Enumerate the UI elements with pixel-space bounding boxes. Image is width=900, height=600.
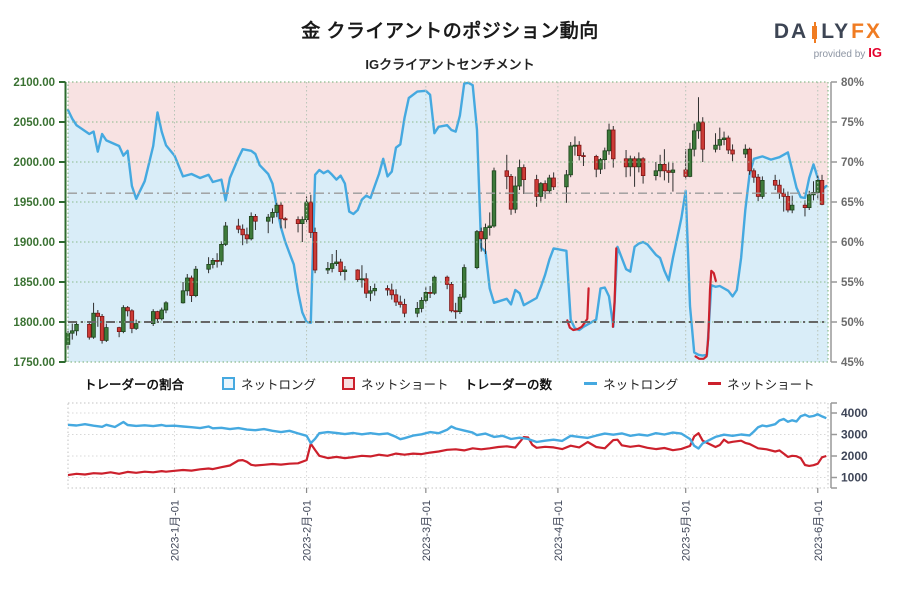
logo-candlestick-icon xyxy=(812,21,818,43)
legend-count-long-label: ネットロング xyxy=(603,378,679,392)
svg-text:50%: 50% xyxy=(841,317,864,329)
svg-text:60%: 60% xyxy=(841,237,864,249)
legend-item-pct-net-short: ネットショート xyxy=(342,374,449,393)
net-short-pct-line xyxy=(566,247,718,360)
page-title: 金 クライアントのポジション動向 xyxy=(301,21,599,42)
logo-text-da: DA xyxy=(773,20,809,43)
legend-item-count-net-long: ネットロング xyxy=(584,374,678,393)
svg-text:75%: 75% xyxy=(841,117,864,129)
chart-subtitle: IGクライアントセンチメント xyxy=(365,57,535,72)
svg-text:2023-5月-01: 2023-5月-01 xyxy=(681,500,693,561)
net-long-pct-swatch xyxy=(222,377,236,390)
svg-text:1950.00: 1950.00 xyxy=(13,197,55,209)
logo-ig-brand: IG xyxy=(868,45,882,60)
net-short-count-swatch xyxy=(708,382,722,385)
svg-text:2000: 2000 xyxy=(841,449,868,463)
logo-text-ly: LY xyxy=(821,20,851,43)
legend-item-pct-net-long: ネットロング xyxy=(222,374,316,393)
svg-text:65%: 65% xyxy=(841,197,864,209)
svg-text:1000: 1000 xyxy=(841,471,868,485)
svg-text:1800.00: 1800.00 xyxy=(13,317,55,329)
main-axes: 2100.00 2050.00 2000.00 1950.00 1900.00 1850.… xyxy=(13,77,864,369)
date-axis-labels: 2023-1月-01 2023-2月-01 2023-3月-01 2023-4月-01… xyxy=(170,500,825,561)
svg-text:2000.00: 2000.00 xyxy=(13,157,55,169)
net-short-pct-swatch xyxy=(342,377,356,390)
svg-text:1900.00: 1900.00 xyxy=(13,237,55,249)
dailyfx-logo: DA LY FX provided by IG xyxy=(750,20,882,60)
svg-text:3000: 3000 xyxy=(841,428,868,442)
logo-tagline: provided by IG xyxy=(750,45,882,60)
legend-pct-long-label: ネットロング xyxy=(241,378,317,392)
legend-count-group-label: トレーダーの数 xyxy=(464,378,553,392)
svg-text:70%: 70% xyxy=(841,157,864,169)
net-long-count-swatch xyxy=(584,382,598,385)
net-long-background-area xyxy=(68,82,828,363)
legend-item-count-net-short: ネットショート xyxy=(708,374,815,393)
legend-pct-group-label: トレーダーの割合 xyxy=(84,378,185,392)
svg-text:80%: 80% xyxy=(841,77,864,89)
svg-text:2023-4月-01: 2023-4月-01 xyxy=(553,500,565,561)
svg-text:1750.00: 1750.00 xyxy=(13,357,55,369)
svg-text:55%: 55% xyxy=(841,277,864,289)
svg-text:2100.00: 2100.00 xyxy=(13,77,55,89)
svg-text:45%: 45% xyxy=(841,357,864,369)
svg-text:2023-2月-01: 2023-2月-01 xyxy=(302,500,314,561)
legend-count-short-label: ネットショート xyxy=(727,378,815,392)
main-gridlines xyxy=(67,81,829,363)
net-long-pct-line xyxy=(66,81,828,357)
svg-text:2023-6月-01: 2023-6月-01 xyxy=(813,500,825,561)
svg-text:4000: 4000 xyxy=(841,406,868,420)
main-sentiment-price-chart xyxy=(65,81,828,363)
svg-text:2023-3月-01: 2023-3月-01 xyxy=(421,500,433,561)
net-long-count-line xyxy=(67,413,827,450)
net-short-count-line xyxy=(67,432,827,477)
svg-text:2023-1月-01: 2023-1月-01 xyxy=(170,500,182,561)
svg-text:1850.00: 1850.00 xyxy=(13,277,55,289)
svg-text:2050.00: 2050.00 xyxy=(13,117,55,129)
logo-text-fx: FX xyxy=(851,20,882,43)
logo-tagline-text: provided by xyxy=(813,49,866,60)
legend-pct-short-label: ネットショート xyxy=(361,378,449,392)
traders-count-chart xyxy=(67,402,829,493)
count-axis: 4000 3000 2000 1000 xyxy=(830,402,868,489)
legend: トレーダーの割合 ネットロング ネットショート トレーダーの数 ネットロング ネ… xyxy=(84,374,815,393)
